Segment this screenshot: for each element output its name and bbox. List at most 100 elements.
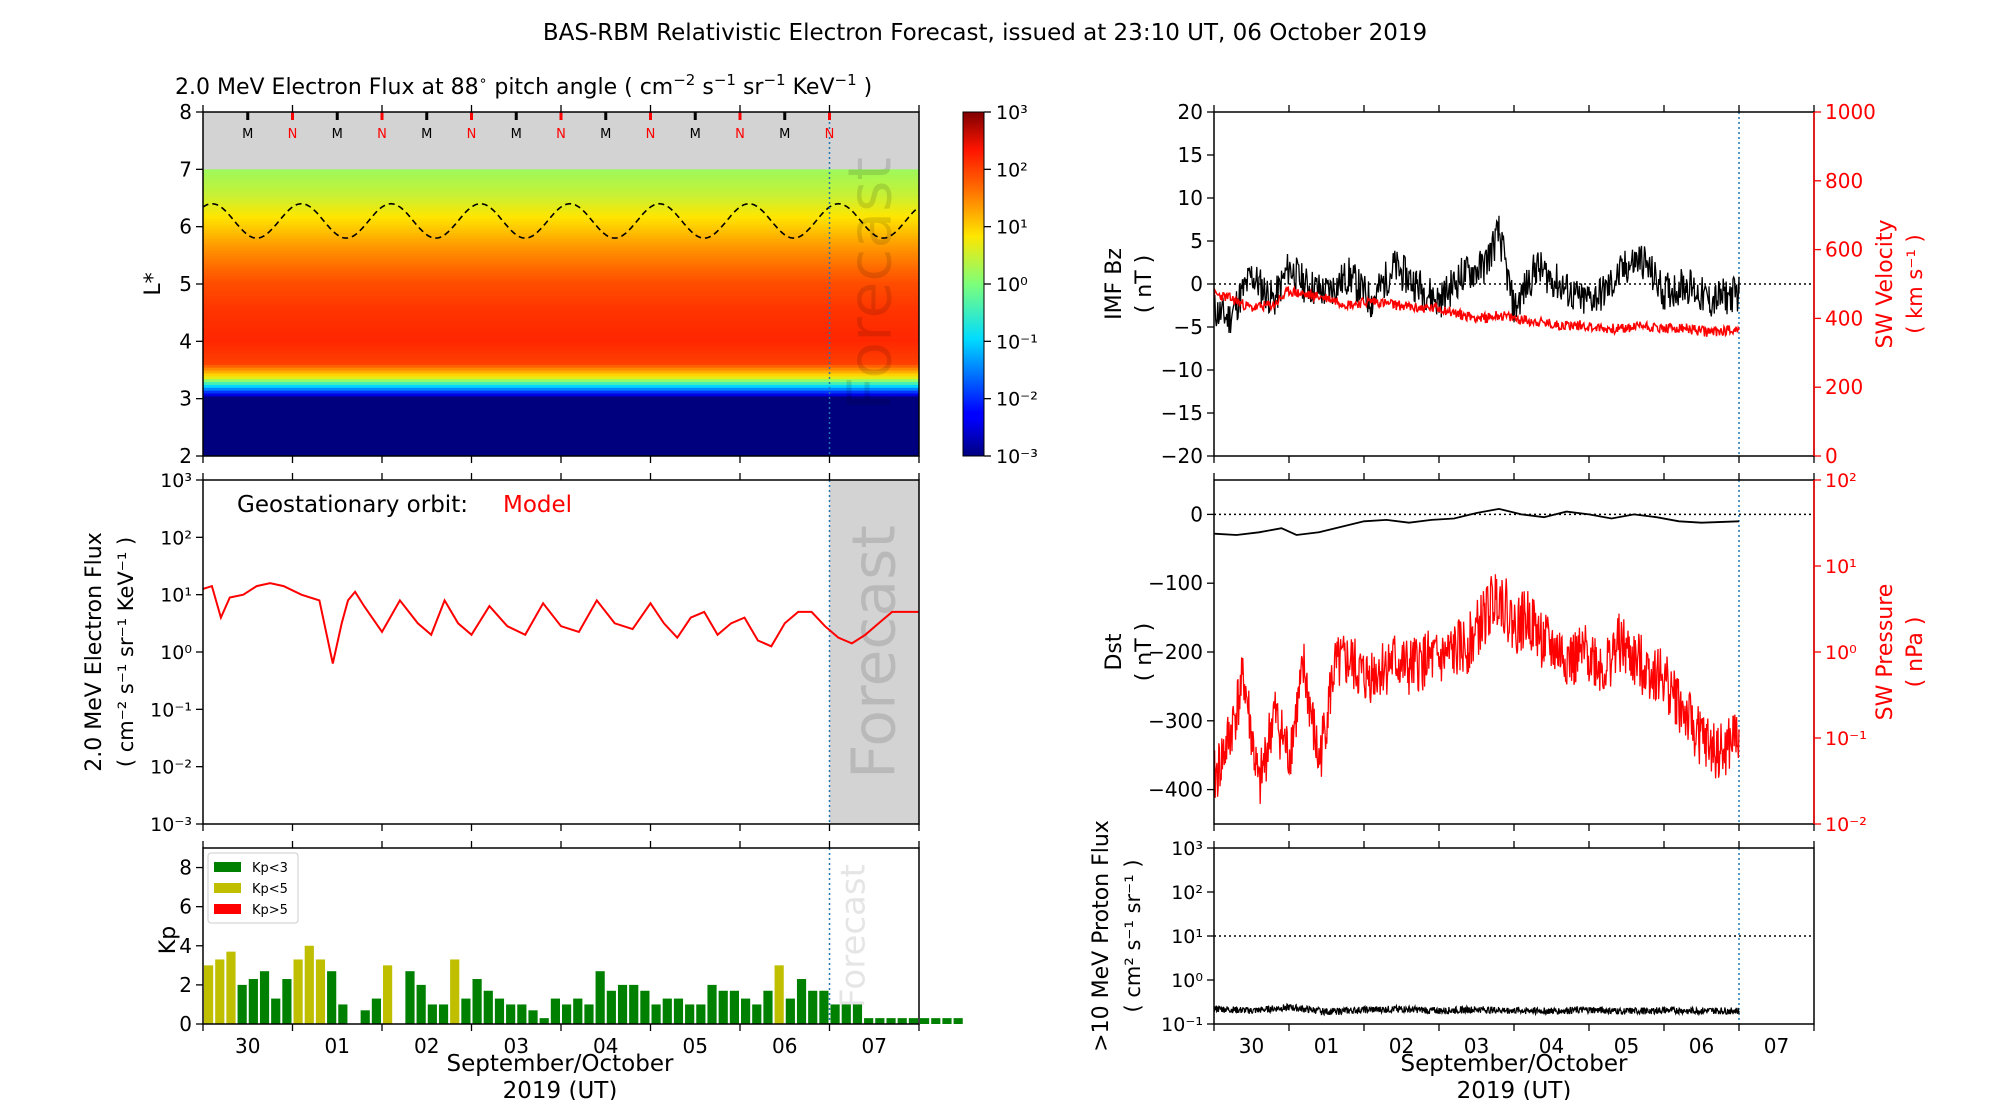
right-xlabel-1: September/October	[1401, 1051, 1628, 1077]
heatmap-band	[203, 444, 919, 448]
kp-bar	[438, 1004, 449, 1024]
heatmap-band	[203, 289, 919, 294]
heatmap-band	[203, 418, 919, 423]
heatmap-band	[203, 246, 919, 251]
orbit-marker-label: N	[646, 127, 656, 142]
kp-bar	[729, 990, 739, 1024]
heatmap-band	[203, 410, 919, 414]
orbit-marker-label: M	[511, 127, 522, 142]
y-tick-label: 10²	[160, 527, 192, 549]
y-tick-label: 10⁻¹	[1161, 1014, 1203, 1036]
heatmap-band	[203, 269, 919, 274]
y-tick-label: −200	[1148, 640, 1203, 664]
kp-bar	[696, 1004, 706, 1024]
colorbar-tick-label: 10⁻¹	[996, 331, 1038, 353]
right-xlabel-2: 2019 (UT)	[1457, 1078, 1572, 1100]
heatmap-band	[203, 401, 919, 405]
y-right-tick-label: 800	[1825, 169, 1863, 193]
heatmap-band	[203, 175, 919, 179]
heatmap-band	[203, 404, 919, 408]
heatmap-band	[203, 263, 919, 268]
heatmap-band	[203, 292, 919, 297]
kp-bar	[427, 1004, 437, 1024]
y-right-tick-label: 10¹	[1825, 556, 1857, 578]
kp-bar	[506, 1004, 516, 1024]
heatmap-band	[203, 441, 919, 446]
heatmap-band	[203, 249, 919, 254]
kp-bar	[673, 998, 684, 1024]
sw-velocity-line	[1214, 285, 1740, 338]
orbit-marker-label: N	[377, 127, 387, 142]
kp-bar	[640, 990, 650, 1024]
colorbar-tick-label: 10⁻³	[996, 446, 1038, 468]
colorbar-tick-label: 10¹	[996, 217, 1028, 239]
kp-bar	[539, 1018, 549, 1024]
heatmap-ylabel: L*	[141, 272, 166, 295]
geo-frame	[202, 479, 920, 825]
kp-bar	[226, 951, 236, 1024]
x-tick-label: 01	[325, 1034, 350, 1058]
kp-legend-label-1: Kp<3	[252, 861, 288, 876]
heatmap-band	[203, 275, 919, 279]
heatmap-band	[203, 372, 919, 377]
dst-pressure-panel: 0 −100 −200 −300 −400 10² 10¹ 10⁰ 10⁻¹ 10⁻² Dst (…	[1102, 470, 1928, 836]
kp-bar	[595, 971, 605, 1024]
colorbar-gradient	[962, 111, 985, 457]
heatmap-band	[203, 306, 919, 311]
heatmap-band	[203, 243, 919, 248]
y-tick-label: −300	[1148, 709, 1203, 733]
kp-bar	[752, 1004, 762, 1024]
heatmap-band	[203, 327, 919, 331]
orbit-marker-label: N	[735, 127, 745, 142]
heatmap-band	[203, 415, 919, 420]
kp-bar	[953, 1018, 963, 1024]
kp-bar	[651, 1004, 661, 1024]
kp-legend-label-2: Kp<5	[252, 882, 288, 897]
kp-bar	[864, 1018, 874, 1024]
heatmap-band	[203, 395, 919, 400]
kp-bar	[517, 1004, 527, 1024]
heatmap-band	[203, 272, 919, 276]
heatmap-band	[203, 312, 919, 317]
kp-bar	[886, 1018, 896, 1024]
y-tick-label: 5	[179, 272, 192, 296]
heatmap-band	[203, 200, 919, 205]
heatmap-band	[203, 370, 919, 374]
heatmap-band	[203, 315, 919, 319]
heatmap-band	[203, 355, 919, 360]
heatmap-band	[203, 324, 919, 328]
heatmap-band	[203, 278, 919, 282]
y-tick-label: −20	[1161, 444, 1203, 468]
heatmap-band	[203, 398, 919, 403]
y-tick-label: 4	[179, 934, 192, 958]
kp-legend-swatch-olive	[214, 883, 241, 893]
orbit-marker-label: M	[779, 127, 790, 142]
y-tick-label: 0	[1190, 502, 1203, 526]
kp-bar	[852, 1004, 863, 1024]
heatmap-band	[203, 321, 919, 325]
heatmap-band	[203, 361, 919, 365]
heatmap-band	[203, 378, 919, 383]
heatmap-band	[203, 241, 919, 245]
heatmap-band	[203, 347, 919, 351]
y-tick-label: 8	[179, 100, 192, 124]
heatmap-band	[203, 387, 919, 391]
heatmap-band	[203, 235, 919, 239]
geo-ylabel-1: 2.0 MeV Electron Flux	[82, 532, 107, 772]
heatmap-band	[203, 261, 919, 265]
heatmap-band	[203, 183, 919, 188]
kp-bar	[315, 959, 326, 1024]
proton-flux-line	[1214, 1002, 1740, 1017]
kp-bar	[215, 959, 225, 1024]
heatmap-band	[203, 266, 919, 271]
heatmap-band	[203, 329, 919, 334]
heatmap-band	[203, 186, 919, 190]
heatmap-band	[203, 413, 919, 417]
orbit-marker-label: N	[288, 127, 298, 142]
colorbar: 10³ 10² 10¹ 10⁰ 10⁻¹ 10⁻² 10⁻³	[962, 102, 1038, 468]
kp-bar	[472, 979, 482, 1024]
y-tick-label: −10	[1161, 358, 1203, 382]
y-tick-label: −15	[1161, 401, 1203, 425]
